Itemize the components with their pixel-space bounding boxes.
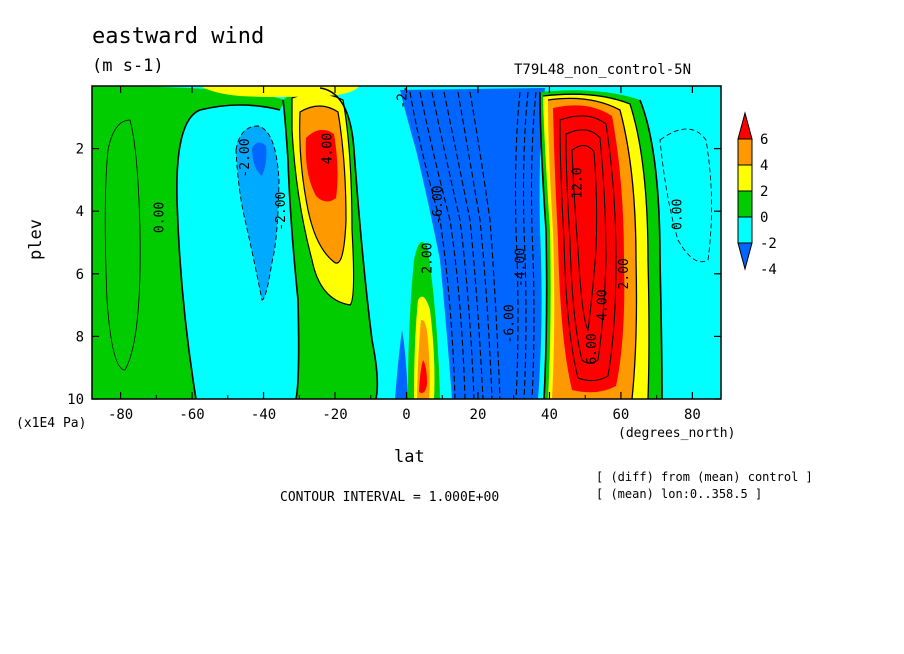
y-tick-label: 4 bbox=[76, 204, 84, 220]
colorbar-label: -2 bbox=[760, 236, 777, 252]
contour-line bbox=[659, 128, 712, 263]
contour-label: -6.00 bbox=[431, 185, 446, 224]
colorbar-label: 6 bbox=[760, 132, 768, 148]
colorbar-bottom-arrow bbox=[737, 242, 753, 271]
contour-label: 2.00 bbox=[617, 258, 632, 289]
contour-label: 0.00 bbox=[152, 202, 167, 233]
band-6-southjet bbox=[305, 129, 338, 202]
contour-line bbox=[547, 97, 638, 399]
contour-line bbox=[522, 91, 529, 399]
y-axis-ticks: 2 4 6 8 10 bbox=[67, 142, 721, 408]
band-neg3-south bbox=[236, 126, 279, 300]
x-tick-label: 60 bbox=[613, 407, 630, 423]
contour-label: 6.00 bbox=[585, 333, 600, 364]
colorbar-swatch bbox=[737, 190, 753, 218]
contour-line bbox=[299, 105, 347, 264]
y-tick-label: 6 bbox=[76, 267, 84, 283]
contour-line bbox=[514, 91, 521, 399]
contour-label: 2.00 bbox=[421, 242, 436, 273]
colorbar-swatch bbox=[737, 216, 753, 244]
contour-field: 0.00 -2.00 -2.00 4.00 -2.00 -6.00 2.00 -4.00 -6.… bbox=[92, 70, 721, 399]
y-tick-label: 10 bbox=[67, 392, 84, 408]
contour-label: -6.00 bbox=[503, 304, 518, 343]
colorbar-label: 4 bbox=[760, 158, 768, 174]
contour-line bbox=[235, 125, 280, 301]
x-tick-label: 80 bbox=[684, 407, 701, 423]
colorbar: 6 4 2 0 -2 -4 bbox=[737, 111, 777, 278]
contour-line bbox=[565, 129, 607, 364]
contour-line bbox=[457, 91, 493, 399]
contour-line bbox=[639, 99, 663, 399]
x-axis-ticks: -80 -60 -40 -20 0 20 40 60 80 bbox=[108, 86, 701, 423]
contour-label: 0.00 bbox=[671, 199, 686, 230]
x-tick-label: -60 bbox=[179, 407, 204, 423]
band-0-south bbox=[92, 86, 285, 399]
y-tick-label: 2 bbox=[76, 142, 84, 158]
contour-line bbox=[291, 92, 355, 306]
band-neg4-south bbox=[252, 142, 267, 176]
contour-label: -2.00 bbox=[274, 192, 289, 231]
mean-note: [ (mean) lon:0..358.5 ] bbox=[596, 487, 763, 501]
x-tick-label: -80 bbox=[108, 407, 133, 423]
colorbar-label: 2 bbox=[760, 184, 768, 200]
contour-line bbox=[571, 145, 598, 332]
x-tick-label: 40 bbox=[541, 407, 558, 423]
colorbar-label: 0 bbox=[760, 210, 768, 226]
chart-title: eastward wind bbox=[92, 24, 265, 49]
contour-line bbox=[176, 104, 281, 399]
contour-line bbox=[443, 91, 484, 399]
colorbar-swatch bbox=[737, 138, 753, 166]
contour-label: -2.00 bbox=[396, 70, 411, 109]
x-axis-label: lat bbox=[394, 447, 425, 467]
contour-labels: 0.00 -2.00 -2.00 4.00 -2.00 -6.00 2.00 -4.00 -6.… bbox=[152, 70, 686, 365]
zero-contours bbox=[176, 87, 663, 399]
diff-note: [ (diff) from (mean) control ] bbox=[596, 470, 813, 484]
x-tick-label: 0 bbox=[402, 407, 410, 423]
contour-line bbox=[419, 91, 466, 399]
x-tick-label: -40 bbox=[251, 407, 276, 423]
contour-label: -2.00 bbox=[238, 138, 253, 177]
northjet-contours bbox=[542, 93, 650, 399]
contour-line bbox=[104, 119, 141, 371]
contour-label: 12.0 bbox=[571, 167, 586, 198]
contour-line bbox=[282, 99, 300, 399]
contour-line bbox=[469, 91, 501, 399]
x-tick-label: 20 bbox=[470, 407, 487, 423]
y-axis-units: (x1E4 Pa) bbox=[16, 416, 87, 431]
x-axis-units: (degrees_north) bbox=[618, 426, 736, 441]
band-neg4-eq bbox=[395, 330, 408, 399]
contour-line bbox=[542, 93, 650, 399]
x-tick-label: -20 bbox=[322, 407, 347, 423]
contour-label: 4.00 bbox=[320, 133, 335, 164]
y-tick-label: 8 bbox=[76, 329, 84, 345]
run-label: T79L48_non_control-5N bbox=[514, 62, 692, 78]
band-6-northjet bbox=[553, 105, 625, 393]
contour-line bbox=[539, 91, 548, 399]
contour-line bbox=[559, 115, 617, 382]
band-neg2-north bbox=[640, 86, 721, 399]
contour-line bbox=[409, 91, 456, 399]
contour-interval: CONTOUR INTERVAL = 1.000E+00 bbox=[280, 490, 500, 505]
chart-units: (m s-1) bbox=[92, 56, 164, 76]
contour-label: 4.00 bbox=[596, 289, 611, 320]
band-6-eq bbox=[419, 360, 427, 393]
colorbar-swatch bbox=[737, 164, 753, 192]
tropical-contours bbox=[409, 91, 537, 399]
contour-line bbox=[319, 87, 379, 399]
colorbar-label: -4 bbox=[760, 262, 777, 278]
contour-line bbox=[530, 91, 537, 399]
colorbar-top-arrow bbox=[737, 111, 753, 140]
contour-line bbox=[431, 91, 475, 399]
contour-label: -4.00 bbox=[513, 248, 528, 287]
